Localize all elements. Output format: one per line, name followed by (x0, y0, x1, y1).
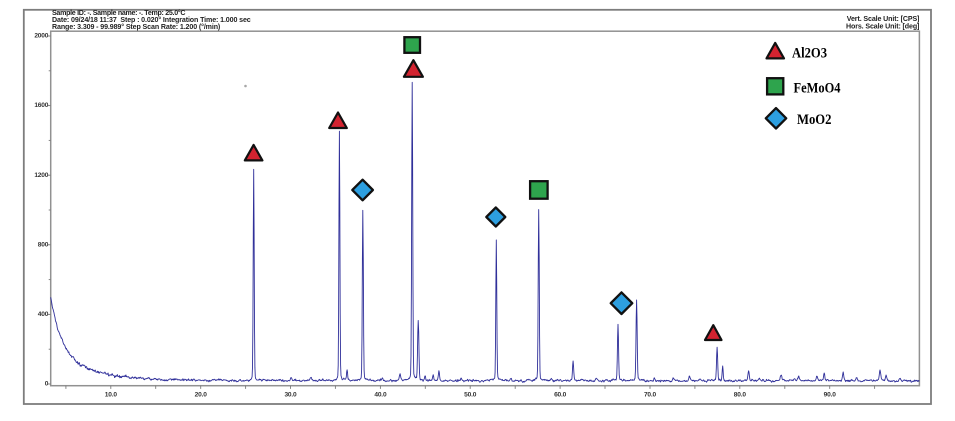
svg-text:Sample ID: -. Sample name: -.: Sample ID: -. Sample name: -. Temp: 25.0… (52, 9, 185, 17)
svg-text:70.0: 70.0 (644, 392, 657, 399)
svg-text:10.0: 10.0 (105, 392, 118, 399)
svg-text:400: 400 (38, 311, 49, 318)
svg-text:40.0: 40.0 (374, 392, 387, 399)
svg-text:MoO2: MoO2 (797, 112, 832, 128)
svg-text:2000: 2000 (34, 33, 48, 40)
svg-text:1200: 1200 (34, 172, 48, 179)
svg-text:50.0: 50.0 (464, 392, 477, 399)
svg-text:20.0: 20.0 (195, 392, 208, 399)
svg-text:Vert. Scale Unit: [CPS]: Vert. Scale Unit: [CPS] (847, 15, 920, 23)
svg-text:FeMoO4: FeMoO4 (794, 81, 841, 97)
svg-text:90.0: 90.0 (824, 392, 837, 399)
svg-text:Hors. Scale Unit: [deg]: Hors. Scale Unit: [deg] (846, 22, 919, 30)
svg-text:0: 0 (45, 381, 49, 388)
svg-text:Range: 3.309 - 99.989° Step Sc: Range: 3.309 - 99.989° Step Scan Rate: 1… (52, 23, 221, 31)
svg-text:30.0: 30.0 (284, 392, 297, 399)
svg-text:Al2O3: Al2O3 (792, 46, 827, 62)
svg-text:80.0: 80.0 (734, 392, 747, 399)
svg-text:1600: 1600 (34, 102, 48, 109)
svg-text:60.0: 60.0 (554, 392, 567, 399)
svg-text:800: 800 (38, 241, 49, 248)
svg-text:Date: 09/24/18 11:37 Step : 0: Date: 09/24/18 11:37 Step : 0.020° Integ… (52, 16, 251, 24)
